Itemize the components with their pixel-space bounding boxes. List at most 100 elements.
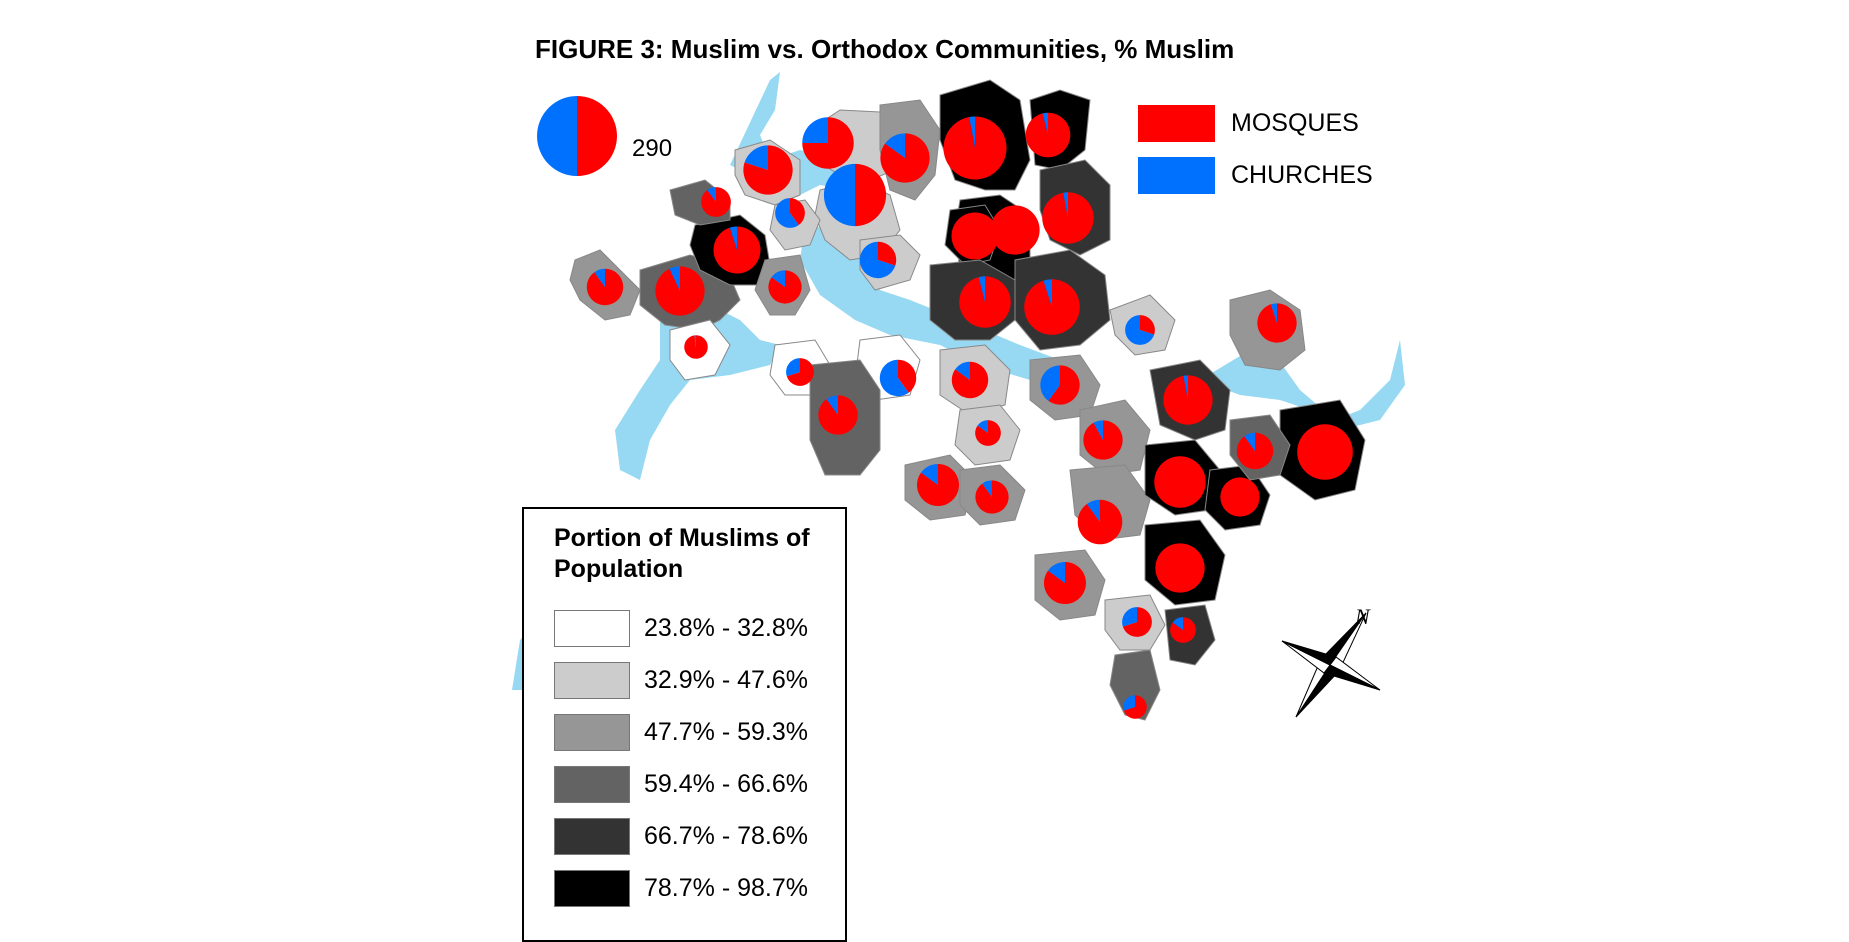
- pie-s-mid: [818, 395, 858, 435]
- legend-swatch: [554, 662, 630, 699]
- pie-s-light2-churches-slice: [977, 420, 988, 433]
- pie-s-mid-mosques-slice: [818, 395, 858, 435]
- pie-s-light2: [975, 420, 1001, 446]
- pie-w-arm-churches-slice: [594, 268, 605, 287]
- pie-s-mid5: [975, 480, 1009, 514]
- legend-swatch: [554, 870, 630, 907]
- pie-w-top-churches-slice: [707, 187, 716, 202]
- pie-n-mid-churches-slice: [885, 133, 905, 158]
- legend-row-class-6: 78.7% - 98.7%: [554, 870, 808, 907]
- pie-se-far: [1297, 424, 1353, 480]
- pie-s-white-churches-slice: [786, 358, 800, 377]
- pie-w-dark: [713, 226, 761, 274]
- pie-n-light-churches-slice: [802, 117, 828, 143]
- pie-sw-white-mosques-slice: [684, 335, 708, 359]
- pie-se-dark3: [1220, 477, 1260, 517]
- pie-c-light-mosques-slice: [878, 241, 897, 266]
- legend-label: 59.4% - 66.6%: [644, 770, 808, 798]
- north-arrow-w-dark: [1281, 640, 1337, 666]
- pie-s-white-mosques-slice: [786, 358, 814, 386]
- north-arrow-label: N: [1355, 604, 1370, 629]
- pie-se-dark: [1163, 375, 1213, 425]
- legend-row-class-3: 47.7% - 59.3%: [554, 714, 808, 751]
- pie-e-light: [1125, 315, 1155, 345]
- pie-ne-dark-churches-slice: [1042, 112, 1048, 135]
- pie-se-dark2: [1154, 456, 1206, 508]
- pie-s-tip: [1123, 695, 1147, 719]
- pie-e-light-churches-slice: [1125, 315, 1155, 345]
- pie-sw-white: [684, 335, 708, 359]
- pie-n-dark-churches-slice: [969, 116, 975, 148]
- size-reference-pie: [537, 96, 617, 176]
- pie-s-mid2: [1040, 365, 1080, 405]
- legend-row-class-4: 59.4% - 66.6%: [554, 766, 808, 803]
- pie-s-mid2-churches-slice: [1040, 365, 1060, 401]
- pie-se-dark-churches-slice: [1183, 375, 1188, 400]
- pie-c-dark2-churches-slice: [1043, 279, 1052, 307]
- pie-c-dark-mosques-slice: [959, 276, 1011, 328]
- size-reference-churches-slice: [537, 96, 577, 176]
- pie-nw-light-churches-slice: [744, 145, 768, 170]
- mosques-label: MOSQUES: [1231, 109, 1359, 137]
- pie-s-light2-mosques-slice: [975, 420, 1001, 446]
- mosques-swatch: [1138, 105, 1215, 142]
- legend-title: Portion of Muslims of Population: [554, 524, 810, 583]
- key-item-mosques: MOSQUES: [1138, 105, 1359, 142]
- pie-e-far: [1257, 303, 1297, 343]
- pie-s-light3: [1122, 607, 1152, 637]
- pie-s-white2-mosques-slice: [898, 359, 917, 393]
- pie-s-mid4-mosques-slice: [916, 463, 960, 507]
- pie-n-light: [802, 117, 854, 169]
- region-s-tip: [1109, 649, 1161, 721]
- pie-w-dark-churches-slice: [729, 226, 737, 250]
- pie-se-dark-mosques-slice: [1163, 375, 1213, 425]
- pie-c-east-mosques-slice: [951, 212, 999, 260]
- river-channel: [800, 225, 1070, 380]
- pie-ne-dark: [1025, 112, 1071, 158]
- pie-ne-dark2-churches-slice: [1063, 192, 1068, 218]
- legend-box: Portion of Muslims of Population 23.8% -…: [522, 507, 847, 942]
- pie-s-light3-churches-slice: [1122, 607, 1137, 627]
- legend-row-class-5: 66.7% - 78.6%: [554, 818, 808, 855]
- legend-swatch: [554, 610, 630, 647]
- pie-c-east: [951, 212, 999, 260]
- pie-s-mid4: [916, 463, 960, 507]
- pie-s-mid7-churches-slice: [1048, 561, 1065, 583]
- pie-se-mid-churches-slice: [1244, 432, 1255, 451]
- key-item-churches: CHURCHES: [1138, 157, 1373, 194]
- pie-se-far-mosques-slice: [1297, 424, 1353, 480]
- pie-n-dark: [943, 116, 1007, 180]
- pie-se-dark3-mosques-slice: [1220, 477, 1260, 517]
- pie-s-tip-churches-slice: [1123, 695, 1135, 711]
- pie-nw-light: [743, 145, 793, 195]
- pie-s-mid-churches-slice: [826, 395, 838, 415]
- pie-c-mid2-churches-slice: [771, 270, 785, 287]
- north-arrow: [1281, 612, 1381, 718]
- lake-west: [615, 300, 780, 480]
- pie-c-light2-churches-slice: [775, 198, 799, 228]
- legend-swatch: [554, 714, 630, 751]
- legend-label: 23.8% - 32.8%: [644, 614, 808, 642]
- pies-layer: [586, 112, 1353, 719]
- pie-s-mid6: [1077, 499, 1123, 545]
- pie-s-dark2: [1170, 617, 1196, 643]
- pie-c-dark2: [1024, 279, 1080, 335]
- pie-se-mid: [1236, 432, 1274, 470]
- legend-label: 66.7% - 78.6%: [644, 822, 808, 850]
- pie-s-white2: [879, 359, 917, 397]
- pie-n-mid: [880, 133, 930, 183]
- pie-s-dark: [1155, 543, 1205, 593]
- legend-label: 32.9% - 47.6%: [644, 666, 808, 694]
- pie-s-light-churches-slice: [955, 361, 970, 380]
- pie-c-mid2: [768, 270, 802, 304]
- pie-s-mid7: [1043, 561, 1087, 605]
- pie-w-mid-churches-slice: [669, 266, 680, 291]
- pie-n-mid-mosques-slice: [880, 133, 930, 183]
- churches-swatch: [1138, 157, 1215, 194]
- pie-c-dark: [959, 276, 1011, 328]
- pie-w-arm: [586, 268, 624, 306]
- pie-s-mid6-churches-slice: [1086, 499, 1100, 522]
- size-reference-mosques-slice: [577, 96, 617, 176]
- pie-s-mid3: [1083, 420, 1123, 460]
